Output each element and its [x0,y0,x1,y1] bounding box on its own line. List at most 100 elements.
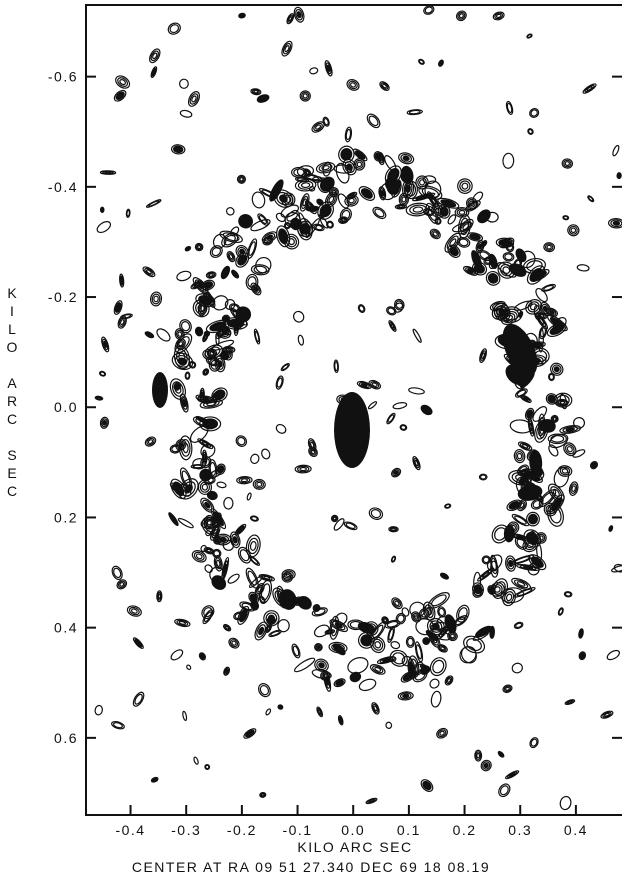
contour [503,524,515,543]
contour [392,402,408,410]
contour [315,124,322,130]
contour [253,89,259,94]
y-tick-label: -0.4 [48,179,78,195]
contour [502,152,515,169]
contour [213,555,223,572]
contour [616,172,622,180]
contour [207,272,216,278]
contour [203,476,216,485]
contour [439,572,450,580]
contour [296,465,310,473]
contour [222,623,232,632]
contour [225,350,231,357]
contour [238,477,251,484]
contour [181,470,191,487]
contour [420,779,434,792]
contour [355,159,364,169]
x-tick-label: -0.1 [282,822,312,838]
contour [405,636,415,648]
contour [573,417,586,429]
contour [415,644,423,660]
contour [527,128,534,135]
contour [226,318,245,329]
contour [431,230,440,238]
contour [543,284,554,291]
contour [516,588,533,597]
contour [401,196,407,203]
contour [408,387,425,395]
contour [387,307,396,315]
contour [205,530,212,537]
contour [111,721,125,730]
contour [99,416,110,429]
contour [346,79,360,91]
contour [202,609,214,625]
contour [421,187,439,198]
contour [195,243,203,251]
contour [516,464,530,476]
contour [226,251,236,263]
contour [313,122,323,132]
y-tick-label: 0.0 [54,399,78,415]
contour [250,556,259,565]
contour [572,449,586,458]
contour [523,481,529,488]
contour [282,42,292,55]
contour [432,659,445,674]
contour [261,448,271,460]
contour [455,10,467,22]
contour [437,644,448,653]
contour [222,232,240,242]
contour [526,260,543,272]
contour [388,526,399,533]
contour [253,265,268,274]
contour [514,515,527,525]
contour [145,199,162,208]
contour [391,467,402,478]
contour [570,483,578,494]
contour [201,441,209,447]
contour [126,209,130,217]
contour [444,232,461,253]
contour [237,436,246,446]
contour [412,612,420,622]
contour [102,419,107,426]
contour [389,526,398,532]
contour [333,359,339,374]
contour [296,165,315,178]
contour [192,299,210,318]
contour [250,282,262,296]
contour [171,352,194,371]
contour [142,266,156,278]
contour [262,236,274,246]
contour [406,183,417,197]
contour [503,685,512,692]
contour [390,323,395,329]
contour [257,586,263,593]
contour [270,630,280,637]
contour [488,262,496,270]
contour [391,556,396,562]
contour [516,452,523,460]
contour [103,340,108,348]
contour [476,241,484,252]
contour [134,638,143,648]
contour [358,381,370,389]
x-axis-label: KILO ARC SEC [297,839,412,855]
contour [389,649,408,667]
contour [237,318,243,328]
y-tick-label: 0.2 [54,509,78,525]
contour [370,636,386,654]
x-tick-label: -0.3 [171,822,201,838]
contour [223,317,248,330]
contour [278,705,282,709]
contour [316,660,327,671]
contour [96,221,112,234]
contour [285,571,292,578]
contour [412,456,421,471]
contour [276,191,291,206]
contour [318,210,328,219]
contour [456,208,468,217]
contour [214,536,221,544]
contour [313,624,330,638]
